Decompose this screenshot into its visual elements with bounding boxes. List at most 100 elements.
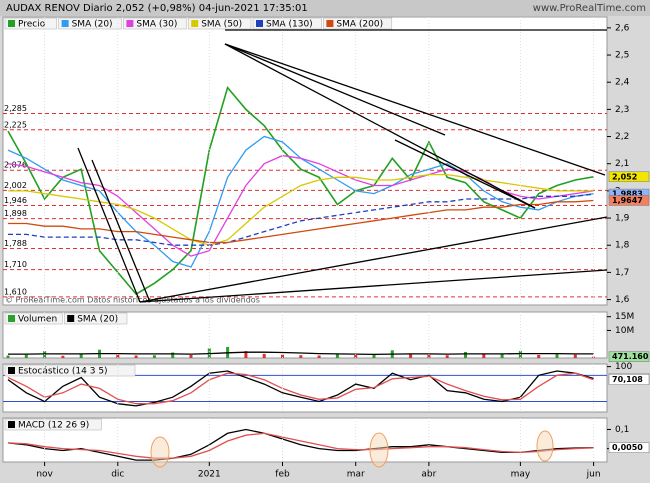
chart-title: AUDAX RENOV Diario 2,052 (+0,98%) 04-jun… bbox=[6, 3, 308, 14]
series-line bbox=[8, 199, 594, 244]
legend-label: SMA (20) bbox=[77, 315, 118, 325]
trend-line bbox=[224, 43, 536, 209]
volume-bar bbox=[335, 354, 339, 358]
volume-bar bbox=[152, 355, 156, 358]
volume-bar bbox=[281, 354, 284, 358]
series-line bbox=[7, 432, 594, 459]
volume-bar bbox=[409, 353, 413, 358]
highlight-ellipse bbox=[150, 436, 170, 468]
value-tag-label: 0,0050 bbox=[612, 443, 643, 452]
volume-bar bbox=[537, 354, 541, 358]
level-label: 1,710 bbox=[4, 260, 27, 269]
y-tick-label: 15M bbox=[615, 312, 634, 322]
legend-swatch bbox=[8, 367, 15, 374]
y-tick-label: 2,5 bbox=[615, 51, 629, 61]
legend-box bbox=[58, 17, 122, 30]
legend-box bbox=[63, 312, 128, 325]
volume-bar bbox=[427, 354, 431, 358]
legend-swatch bbox=[67, 315, 75, 322]
y-tick-label: 2,3 bbox=[615, 105, 629, 115]
highlight-ellipse bbox=[369, 432, 389, 468]
legend-swatch bbox=[326, 20, 334, 27]
volume-bar bbox=[372, 354, 376, 358]
legend-label: Precio bbox=[18, 20, 46, 30]
volume-bar bbox=[555, 353, 559, 358]
level-label: 1,610 bbox=[4, 287, 27, 296]
volume-bar bbox=[299, 355, 303, 358]
series-line bbox=[7, 372, 594, 405]
trend-line bbox=[139, 216, 608, 303]
level-label: 1,788 bbox=[4, 239, 27, 248]
legend-label: SMA (30) bbox=[136, 20, 177, 30]
trend-line bbox=[139, 269, 608, 303]
y-tick-label: 2,4 bbox=[615, 78, 630, 88]
x-tick-label: jun bbox=[586, 470, 601, 480]
volume-bar bbox=[445, 355, 449, 358]
value-tag bbox=[608, 195, 650, 206]
y-tick-label: 10M bbox=[615, 326, 634, 336]
x-tick-label: feb bbox=[275, 470, 290, 480]
volume-bar bbox=[244, 351, 248, 358]
value-tag bbox=[608, 351, 650, 362]
volume-bar bbox=[262, 353, 266, 358]
volume-bar bbox=[116, 354, 120, 358]
trend-line bbox=[224, 43, 446, 136]
series-line bbox=[7, 370, 594, 407]
legend-swatch bbox=[126, 20, 134, 27]
value-tag bbox=[608, 374, 650, 385]
legend-label: SMA (50) bbox=[201, 20, 242, 30]
y-tick-label: 1,9 bbox=[615, 214, 630, 224]
legend-swatch bbox=[191, 20, 199, 27]
x-tick-label: may bbox=[511, 470, 531, 480]
legend-box bbox=[252, 17, 322, 30]
legend-swatch bbox=[256, 20, 263, 27]
volume-bar bbox=[482, 354, 486, 358]
y-tick-label: 2,6 bbox=[615, 23, 630, 33]
legend-box bbox=[123, 17, 187, 30]
value-tag-label: 471.160 bbox=[612, 352, 649, 361]
y-tick-label: 1,8 bbox=[615, 241, 630, 251]
trend-line bbox=[224, 43, 606, 176]
trend-line bbox=[77, 147, 141, 303]
level-label: 2,002 bbox=[4, 181, 27, 190]
value-tag-label: 70,108 bbox=[612, 375, 643, 384]
series-line bbox=[8, 351, 594, 356]
legend-label: Volumen bbox=[18, 315, 57, 325]
x-tick-label: abr bbox=[421, 470, 436, 480]
series-line bbox=[8, 193, 594, 246]
panels: 2,62,52,42,32,22,121,91,81,71,62,2852,22… bbox=[2, 16, 650, 480]
y-tick-label: 1,6 bbox=[615, 295, 630, 305]
value-tag-label: 1,9883 bbox=[612, 190, 643, 199]
x-tick-label: mar bbox=[347, 470, 365, 480]
volume-bar bbox=[500, 353, 504, 358]
level-label: 2,285 bbox=[4, 104, 27, 113]
trend-line bbox=[91, 159, 151, 303]
legend-box bbox=[4, 17, 57, 30]
legend-box bbox=[187, 17, 252, 30]
legend-swatch bbox=[61, 20, 69, 27]
legend-swatch bbox=[8, 20, 15, 27]
level-label: 1,946 bbox=[4, 196, 27, 205]
level-label: 1,898 bbox=[4, 209, 27, 218]
volume-bar bbox=[189, 354, 193, 358]
site-link[interactable]: www.ProRealTime.com bbox=[533, 3, 646, 14]
highlights bbox=[150, 430, 554, 468]
volume-bar bbox=[134, 355, 138, 358]
legend-box bbox=[323, 17, 393, 30]
trend-lines bbox=[77, 29, 608, 303]
y-tick-label: 1,7 bbox=[615, 268, 629, 278]
highlight-ellipse bbox=[536, 430, 554, 462]
y-tick-label: 2,1 bbox=[615, 159, 629, 169]
level-label: 2,225 bbox=[4, 120, 27, 129]
volume-bar bbox=[79, 353, 83, 358]
legend-swatch bbox=[8, 315, 15, 322]
x-tick-label: dic bbox=[111, 470, 124, 480]
value-tag bbox=[608, 171, 650, 183]
header-bar bbox=[0, 0, 650, 16]
trend-line bbox=[394, 139, 536, 209]
legend-box bbox=[4, 418, 102, 431]
volume-bar bbox=[6, 355, 10, 358]
panel-background bbox=[2, 417, 608, 463]
